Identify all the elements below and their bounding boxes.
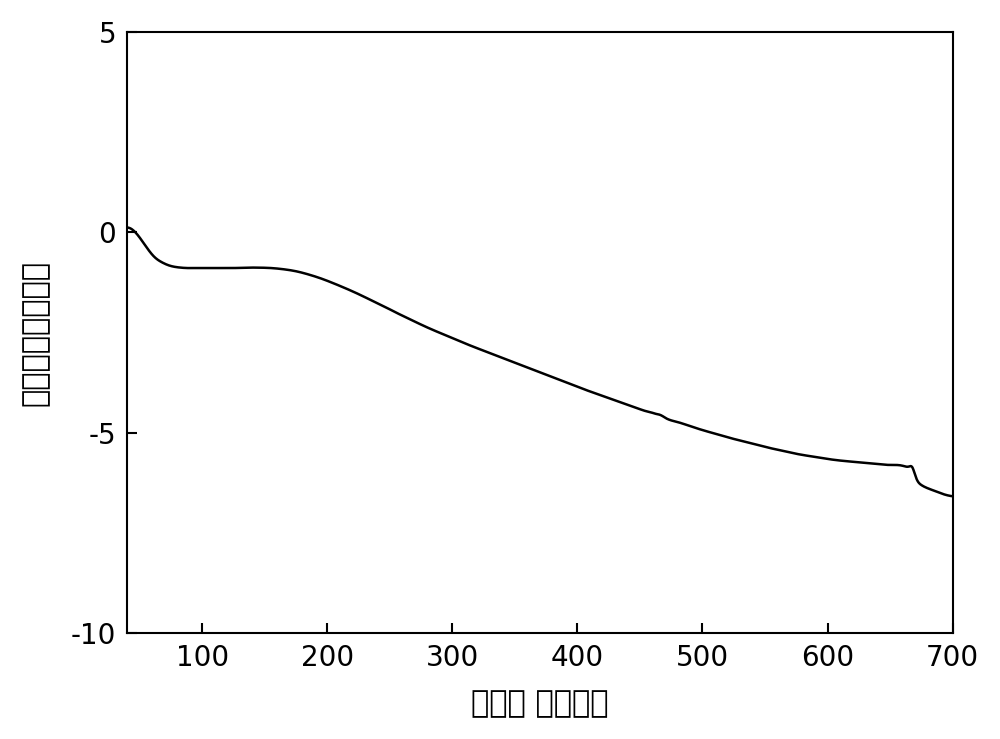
X-axis label: 温度（ 摄氏度）: 温度（ 摄氏度） <box>471 689 609 718</box>
Y-axis label: 长度变化（微米）: 长度变化（微米） <box>21 259 50 406</box>
